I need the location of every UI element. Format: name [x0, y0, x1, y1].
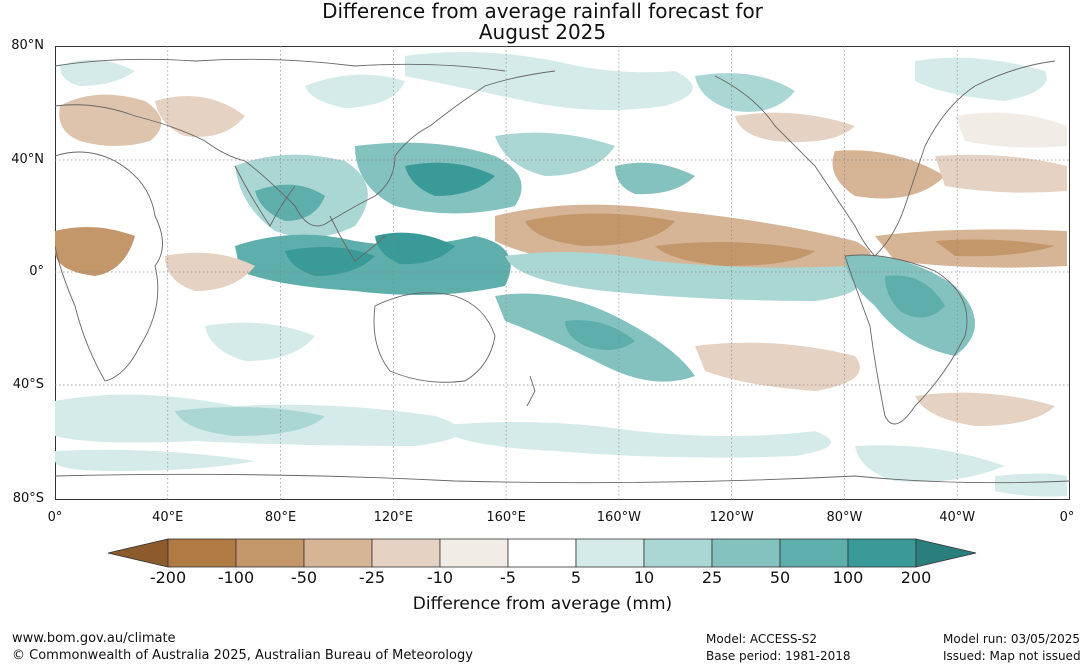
latitude-label: 80°N — [11, 38, 44, 53]
map-title-line1: Difference from average rainfall forecas… — [322, 0, 763, 23]
anomaly-shading — [55, 52, 1067, 497]
latitude-label: 40°S — [12, 377, 44, 392]
longitude-label: 160°E — [486, 510, 526, 525]
longitude-label: 0° — [1059, 510, 1075, 525]
latitude-label: 0° — [29, 264, 44, 279]
colorbar-swatch — [643, 538, 713, 568]
footer-copyright: © Commonwealth of Australia 2025, Austra… — [12, 648, 473, 663]
colorbar-extend-high — [915, 538, 977, 568]
colorbar-tick-label: 10 — [633, 568, 655, 587]
colorbar-tick-label: -200 — [149, 568, 187, 587]
footer-issued: Issued: Map not issued — [943, 649, 1081, 663]
longitude-label: 80°E — [264, 510, 297, 525]
colorbar — [108, 538, 977, 568]
colorbar-tick-label: 200 — [900, 568, 932, 587]
longitude-label: 120°W — [709, 510, 754, 525]
colorbar-swatch — [575, 538, 645, 568]
colorbar-label: Difference from average (mm) — [412, 594, 673, 614]
map-canvas — [55, 46, 1070, 500]
footer-model-run: Model run: 03/05/2025 — [943, 632, 1081, 646]
colorbar-tick-label: 5 — [570, 568, 582, 587]
colorbar-swatch — [303, 538, 373, 568]
footer-model: Model: ACCESS-S2 — [706, 632, 818, 646]
colorbar-extend-low — [108, 538, 169, 568]
colorbar-tick-label: 100 — [832, 568, 864, 587]
colorbar-swatch — [779, 538, 849, 568]
colorbar-tick-label: -50 — [290, 568, 318, 587]
colorbar-swatch — [711, 538, 781, 568]
graticule — [55, 46, 1070, 500]
colorbar-tick-label: -10 — [426, 568, 454, 587]
colorbar-tick-label: -25 — [358, 568, 386, 587]
longitude-label: 40°E — [152, 510, 184, 525]
latitude-label: 40°N — [11, 152, 44, 167]
longitude-label: 0° — [47, 510, 63, 525]
colorbar-tick-label: 25 — [701, 568, 723, 587]
colorbar-tick-label: -5 — [500, 568, 516, 587]
longitude-label: 120°E — [373, 510, 414, 525]
footer-website: www.bom.gov.au/climate — [12, 631, 176, 646]
colorbar-swatch — [167, 538, 237, 568]
latitude-label: 80°S — [12, 491, 44, 506]
longitude-label: 160°W — [596, 510, 641, 525]
coastlines — [55, 58, 1070, 484]
longitude-label: 40°W — [939, 510, 976, 525]
rainfall-anomaly-map — [55, 46, 1070, 500]
footer-base-period: Base period: 1981-2018 — [706, 649, 851, 663]
colorbar-tick-label: -100 — [217, 568, 255, 587]
colorbar-tick-label: 50 — [769, 568, 791, 587]
colorbar-swatch — [439, 538, 509, 568]
colorbar-swatch — [235, 538, 305, 568]
longitude-label: 80°W — [826, 510, 863, 525]
colorbar-swatch — [847, 538, 917, 568]
colorbar-swatch — [371, 538, 441, 568]
colorbar-swatch — [507, 538, 577, 568]
map-title-line2: August 2025 — [478, 20, 607, 44]
